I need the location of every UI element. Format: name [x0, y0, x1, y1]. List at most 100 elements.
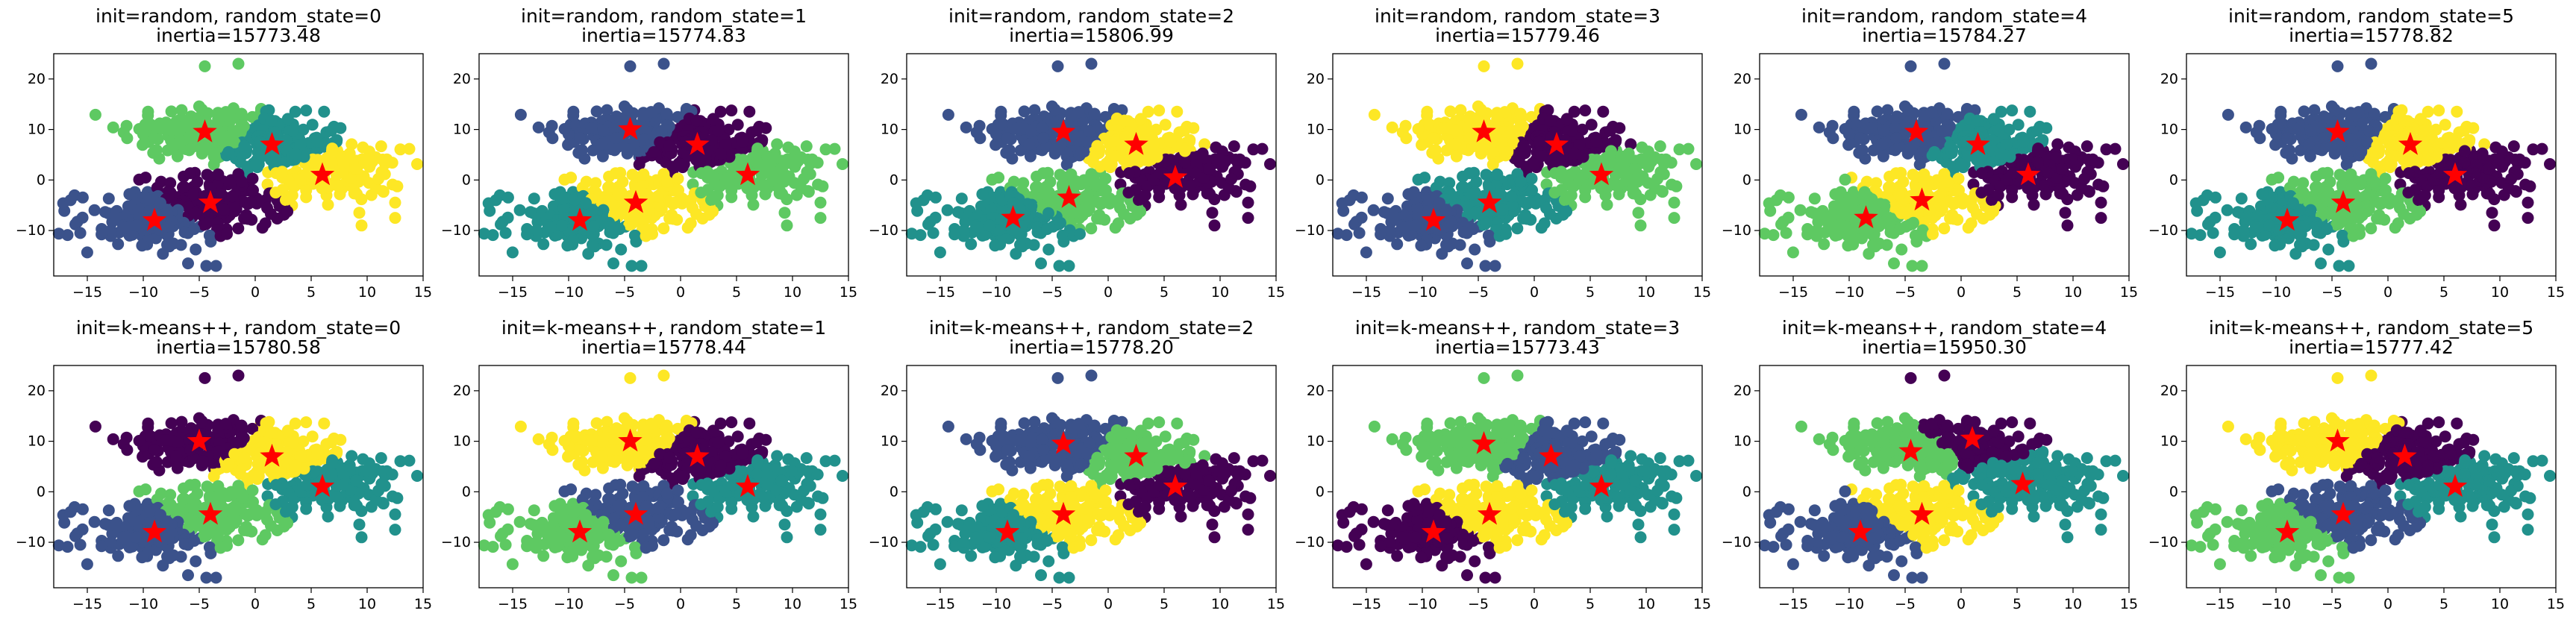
- data-point: [675, 159, 687, 171]
- data-point: [2369, 176, 2380, 188]
- data-point: [1866, 122, 1878, 134]
- data-point: [1586, 119, 1598, 131]
- data-point: [2320, 189, 2332, 201]
- data-point: [1579, 191, 1591, 203]
- data-point: [816, 181, 828, 192]
- data-point: [1242, 197, 1254, 209]
- data-point: [326, 145, 338, 157]
- data-point: [1451, 151, 1463, 163]
- data-point: [1842, 239, 1854, 251]
- data-point: [1669, 212, 1681, 224]
- data-point: [2214, 246, 2226, 258]
- data-points: [1759, 58, 2129, 272]
- data-point: [2310, 181, 2322, 193]
- x-tick-label: −10: [981, 284, 1011, 301]
- data-point: [1041, 223, 1053, 235]
- data-point: [325, 125, 337, 136]
- data-point: [515, 109, 527, 121]
- data-point: [1521, 213, 1533, 225]
- data-points: [906, 58, 1276, 272]
- data-point: [610, 132, 622, 144]
- subplot-title: init=random, random_state=3: [1375, 5, 1660, 27]
- data-point: [236, 176, 248, 188]
- data-point: [2455, 199, 2467, 211]
- data-point: [170, 138, 182, 150]
- data-point: [1511, 222, 1523, 234]
- data-point: [142, 418, 154, 430]
- data-point: [404, 143, 416, 155]
- data-point: [743, 106, 755, 118]
- data-point: [2351, 204, 2363, 216]
- data-point: [1951, 196, 1963, 208]
- data-point: [356, 219, 368, 231]
- data-point: [930, 192, 942, 204]
- data-point: [2332, 60, 2344, 72]
- data-point: [670, 196, 682, 208]
- data-point: [2028, 199, 2040, 211]
- data-point: [1478, 60, 1490, 72]
- data-point: [2459, 145, 2471, 157]
- data-point: [1948, 213, 1960, 225]
- data-point: [107, 122, 119, 134]
- data-point: [134, 123, 146, 135]
- data-point: [2006, 104, 2018, 116]
- data-point: [762, 167, 774, 179]
- data-point: [318, 106, 330, 118]
- data-point: [1402, 188, 1414, 200]
- data-point: [236, 108, 248, 120]
- data-point: [2483, 188, 2495, 200]
- data-point: [1645, 189, 1657, 201]
- x-tick-label: −15: [1778, 284, 1808, 301]
- data-point: [1165, 136, 1177, 148]
- data-point: [1783, 192, 1795, 204]
- data-point: [2042, 167, 2054, 179]
- data-point: [2458, 125, 2470, 136]
- data-point: [1074, 228, 1086, 240]
- data-point: [1630, 188, 1642, 200]
- data-point: [687, 202, 698, 214]
- data-point: [1100, 184, 1112, 196]
- data-point: [732, 119, 744, 131]
- data-point: [751, 125, 763, 136]
- x-tick-label: 15: [1693, 284, 1711, 301]
- data-point: [1491, 169, 1503, 181]
- data-point: [1890, 167, 1902, 179]
- data-point: [918, 194, 930, 206]
- data-point: [1107, 136, 1119, 148]
- subplot-inertia: inertia=15778.82: [2289, 25, 2454, 46]
- data-point: [478, 227, 490, 239]
- data-point: [1037, 167, 1049, 179]
- y-tick-label: 0: [462, 172, 471, 188]
- y-tick-label: 20: [2160, 71, 2178, 87]
- y-tick-label: 0: [37, 172, 46, 188]
- data-point: [1512, 58, 1524, 70]
- data-point: [1050, 143, 1062, 155]
- data-point: [322, 199, 334, 211]
- data-point: [2380, 184, 2392, 196]
- data-point: [2186, 227, 2198, 239]
- data-point: [1928, 146, 1940, 158]
- data-point: [172, 462, 184, 474]
- data-point: [2322, 207, 2334, 219]
- data-point: [2345, 169, 2357, 181]
- data-point: [974, 132, 986, 144]
- data-point: [2365, 222, 2377, 234]
- data-point: [318, 418, 330, 430]
- data-point: [172, 151, 184, 163]
- x-tick-label: −10: [554, 284, 584, 301]
- data-point: [615, 244, 627, 256]
- data-point: [1666, 157, 1678, 169]
- data-point: [661, 176, 673, 188]
- subplot-inertia: inertia=15774.83: [581, 25, 746, 46]
- data-point: [829, 143, 841, 155]
- data-point: [201, 217, 213, 229]
- data-point: [1454, 104, 1466, 116]
- data-point: [81, 246, 93, 258]
- data-point: [591, 105, 603, 117]
- data-point: [2451, 106, 2463, 118]
- data-point: [960, 122, 972, 134]
- data-point: [201, 169, 213, 181]
- data-point: [1953, 184, 1965, 196]
- data-point: [2486, 207, 2498, 219]
- data-point: [1926, 106, 1938, 118]
